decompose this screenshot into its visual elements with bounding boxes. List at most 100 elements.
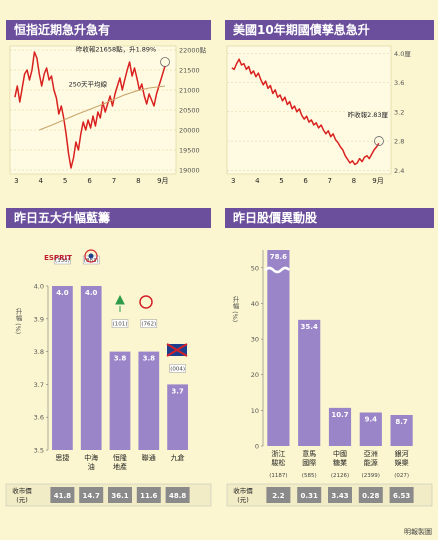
x-tick-label: 4 [255, 177, 260, 185]
movers-title: 昨日股價異動股 [225, 208, 434, 228]
category-label: 中國 [333, 449, 347, 458]
price-value: 41.8 [54, 492, 71, 500]
x-tick-label: 9月 [157, 177, 168, 185]
price-cell [108, 487, 132, 503]
y-tick-label: 50 [251, 264, 259, 272]
data-label: 3.8 [143, 355, 156, 363]
data-label: 3.8 [114, 355, 127, 363]
top5-title: 昨日五大升幅藍籌 [6, 208, 211, 228]
category-label: 浙江 [271, 449, 285, 458]
bar [80, 286, 102, 450]
y-tick-label: 20 [251, 371, 259, 379]
table-header: 收市價 [12, 486, 32, 495]
x-tick-label: 9月 [372, 177, 383, 185]
y-tick-label: 2.4 [394, 167, 404, 175]
category-label: 糖業 [333, 458, 347, 467]
price-cell [50, 487, 75, 503]
y-axis-label: 升幅 (%) [14, 307, 22, 335]
bar [109, 351, 131, 450]
x-tick-label: 5 [279, 177, 283, 185]
x-tick-label: 6 [303, 177, 308, 185]
x-tick-label: 6 [87, 177, 92, 185]
y-tick-label: 3.6 [34, 414, 44, 422]
bar [298, 319, 321, 446]
series-line [14, 51, 166, 169]
data-label: 3.7 [171, 387, 184, 395]
data-label: 4.0 [56, 289, 69, 297]
table-header: (元) [16, 496, 28, 504]
hsi-chart: 19000 19500 20000 20500 21000 21500 22000點 3 4 5 6… [9, 45, 207, 185]
top5-panel: 昨日五大升幅藍籌 3.5 3.6 3.7 3.8 3.9 4.0 升幅 (%) 4.0 思捷 (3… [0, 196, 217, 540]
y-tick-label: 2.8 [394, 138, 404, 146]
price-value: 6.53 [393, 492, 410, 500]
price-value: 11.6 [140, 492, 157, 500]
category-label: 能源 [364, 458, 378, 467]
ust-chart: 2.4 2.8 3.2 3.6 4.0厘 3 4 5 6 7 8 9月 昨收報2.83厘 [226, 45, 411, 185]
y-tick-label: 4.0厘 [394, 50, 411, 58]
category-label: 中海 [84, 453, 98, 462]
y-tick-label: 0 [255, 443, 259, 451]
price-cell [165, 487, 190, 503]
y-tick-label: 40 [251, 300, 259, 308]
stock-code: (027) [394, 473, 409, 479]
code-box [111, 319, 129, 328]
price-value: 2.2 [272, 492, 285, 500]
category-label: 聯通 [142, 453, 156, 462]
category-label: 地產 [113, 462, 127, 471]
stock-code: (004) [170, 366, 185, 372]
x-tick-label: 3 [231, 177, 235, 185]
price-value: 36.1 [111, 492, 128, 500]
hsi-title: 恒指近期急升急有 [6, 20, 211, 40]
x-tick-label: 7 [328, 177, 332, 185]
price-cell [328, 487, 352, 503]
category-label: 駿松 [271, 458, 285, 467]
highlight-circle [374, 136, 384, 146]
code-box [54, 255, 71, 265]
price-cell [266, 487, 291, 503]
y-axis-label: 升幅 (%) [231, 295, 239, 323]
stock-code: (2399) [362, 473, 380, 479]
y-tick-label: 3.5 [34, 447, 44, 455]
x-tick-label: 8 [352, 177, 356, 185]
data-label: 9.4 [365, 416, 378, 424]
data-label: 35.4 [301, 323, 318, 331]
hang-lung-logo [115, 294, 125, 312]
bar [390, 414, 413, 446]
highlight-circle [160, 57, 170, 67]
y-tick-label: 20000 [179, 127, 200, 135]
price-value: 0.28 [362, 492, 379, 500]
y-tick-label: 20500 [179, 107, 200, 115]
cnooc-logo-center [88, 253, 94, 259]
stock-code: (585) [302, 473, 317, 479]
table-header: 收市價 [233, 486, 253, 495]
source-note: 明報製圖 [404, 528, 432, 536]
category-label: 九倉 [171, 453, 185, 462]
table-header: (元) [237, 496, 249, 504]
moving-average-line [39, 85, 166, 131]
x-tick-label: 3 [14, 177, 18, 185]
category-label: 國際 [302, 458, 316, 467]
wharf-logo-cross [166, 343, 188, 357]
code-box [140, 319, 158, 328]
plot-area [226, 45, 392, 175]
code-box [169, 364, 186, 373]
y-tick-label: 30 [251, 336, 259, 344]
bar [359, 412, 382, 446]
y-tick-label: 3.8 [34, 348, 44, 356]
y-tick-label: 3.9 [34, 315, 44, 323]
hsi-panel: 恒指近期急升急有 19000 19500 20000 20500 21000 21500 2… [0, 0, 217, 196]
y-tick-label: 3.6 [394, 79, 404, 87]
top5-chart: 3.5 3.6 3.7 3.8 3.9 4.0 升幅 (%) 4.0 思捷 (330) 4.0 中海油… [5, 249, 212, 507]
y-tick-label: 21000 [179, 87, 200, 95]
price-value: 14.7 [83, 492, 100, 500]
data-label: 8.7 [395, 418, 408, 426]
y-tick-label: 21500 [179, 67, 200, 75]
stock-code: (883) [84, 258, 99, 264]
y-tick-label: 22000點 [179, 46, 207, 55]
stock-code: (2126) [331, 473, 349, 479]
y-tick-label: 4.0 [34, 283, 44, 291]
stock-code: (330) [55, 258, 70, 264]
price-value: 3.43 [331, 492, 348, 500]
x-tick-label: 4 [39, 177, 44, 185]
category-label: 恒隆 [113, 453, 127, 462]
